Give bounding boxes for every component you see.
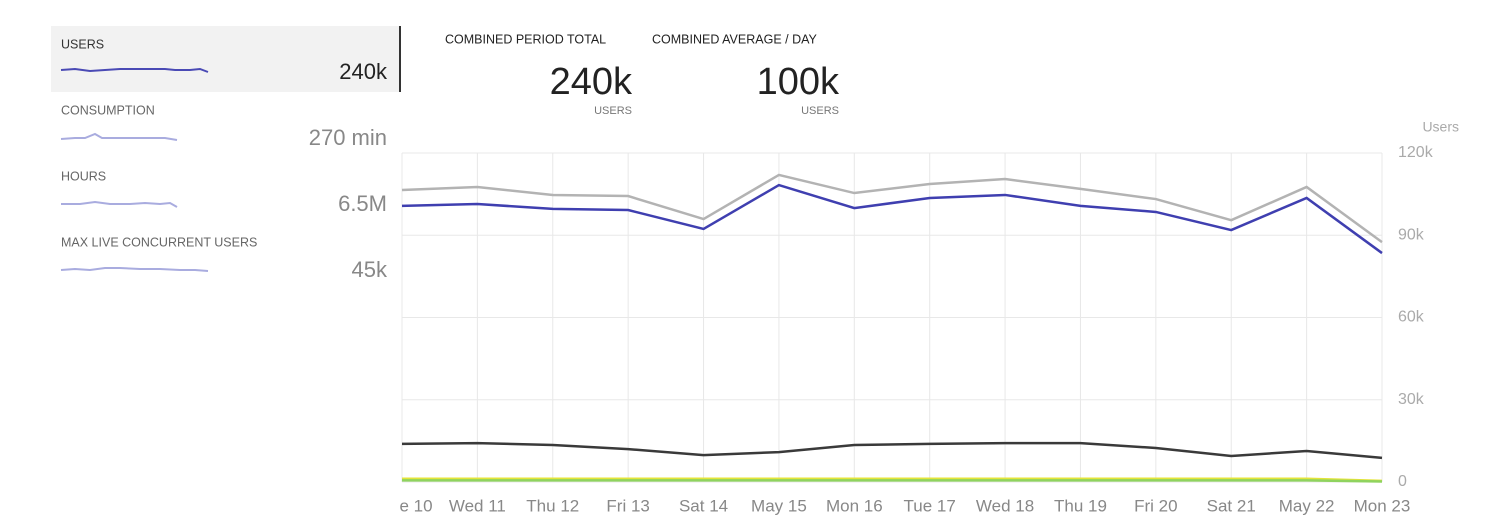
x-tick-label: Sat 14 — [679, 496, 728, 515]
series-line — [402, 477, 1383, 483]
x-tick-label: Fri 20 — [1134, 496, 1177, 515]
x-tick-label: May 22 — [1279, 496, 1335, 515]
x-tick-label: Tue 17 — [904, 496, 956, 515]
series-line — [401, 173, 1383, 244]
metric-label[interactable]: USERS — [61, 37, 104, 51]
metric-label[interactable]: CONSUMPTION — [61, 103, 155, 117]
x-tick-label: Thu 12 — [526, 496, 579, 515]
series-line — [401, 183, 1383, 255]
sparkline — [60, 267, 209, 272]
sparkline — [61, 200, 178, 208]
summary-label: COMBINED PERIOD TOTAL — [445, 32, 606, 46]
x-tick-label: Mon 16 — [826, 496, 883, 515]
metric-value: 6.5M — [338, 191, 387, 216]
summary-value: 240k — [550, 61, 633, 103]
metric-value: 270 min — [309, 125, 387, 150]
series-line — [401, 441, 1383, 460]
x-tick-label: Fri 13 — [606, 496, 649, 515]
x-tick-label: Sat 21 — [1207, 496, 1256, 515]
x-tick-label: Wed 18 — [976, 496, 1034, 515]
y-axis-title: Users — [1422, 119, 1459, 135]
summary-unit: USERS — [801, 105, 839, 117]
y-tick-label: 60k — [1398, 309, 1425, 326]
y-tick-label: 90k — [1398, 226, 1425, 243]
x-tick-label: Wed 11 — [449, 496, 506, 515]
summary-unit: USERS — [594, 105, 632, 117]
metric-label[interactable]: MAX LIVE CONCURRENT USERS — [61, 235, 257, 249]
metric-value: 240k — [339, 59, 388, 84]
series-line — [402, 479, 1383, 483]
selected-row[interactable] — [51, 26, 400, 92]
metric-label[interactable]: HOURS — [61, 169, 106, 183]
y-tick-label: 120k — [1398, 144, 1434, 161]
x-tick-label: e 10 — [399, 496, 432, 515]
summary-label: COMBINED AVERAGE / DAY — [652, 32, 818, 46]
sparkline — [60, 67, 209, 73]
metric-value: 45k — [352, 257, 388, 282]
y-tick-label: 30k — [1398, 391, 1425, 408]
summary-value: 100k — [757, 61, 840, 103]
x-tick-label: Mon 23 — [1354, 496, 1411, 515]
x-tick-label: Thu 19 — [1054, 496, 1107, 515]
y-tick-label: 0 — [1398, 473, 1407, 490]
sparkline — [60, 132, 178, 141]
x-tick-label: May 15 — [751, 496, 807, 515]
chart: 0 30k 60k 90k 120k e 10 Wed 11 Thu 12 Fri 13 Sat … — [399, 144, 1433, 515]
